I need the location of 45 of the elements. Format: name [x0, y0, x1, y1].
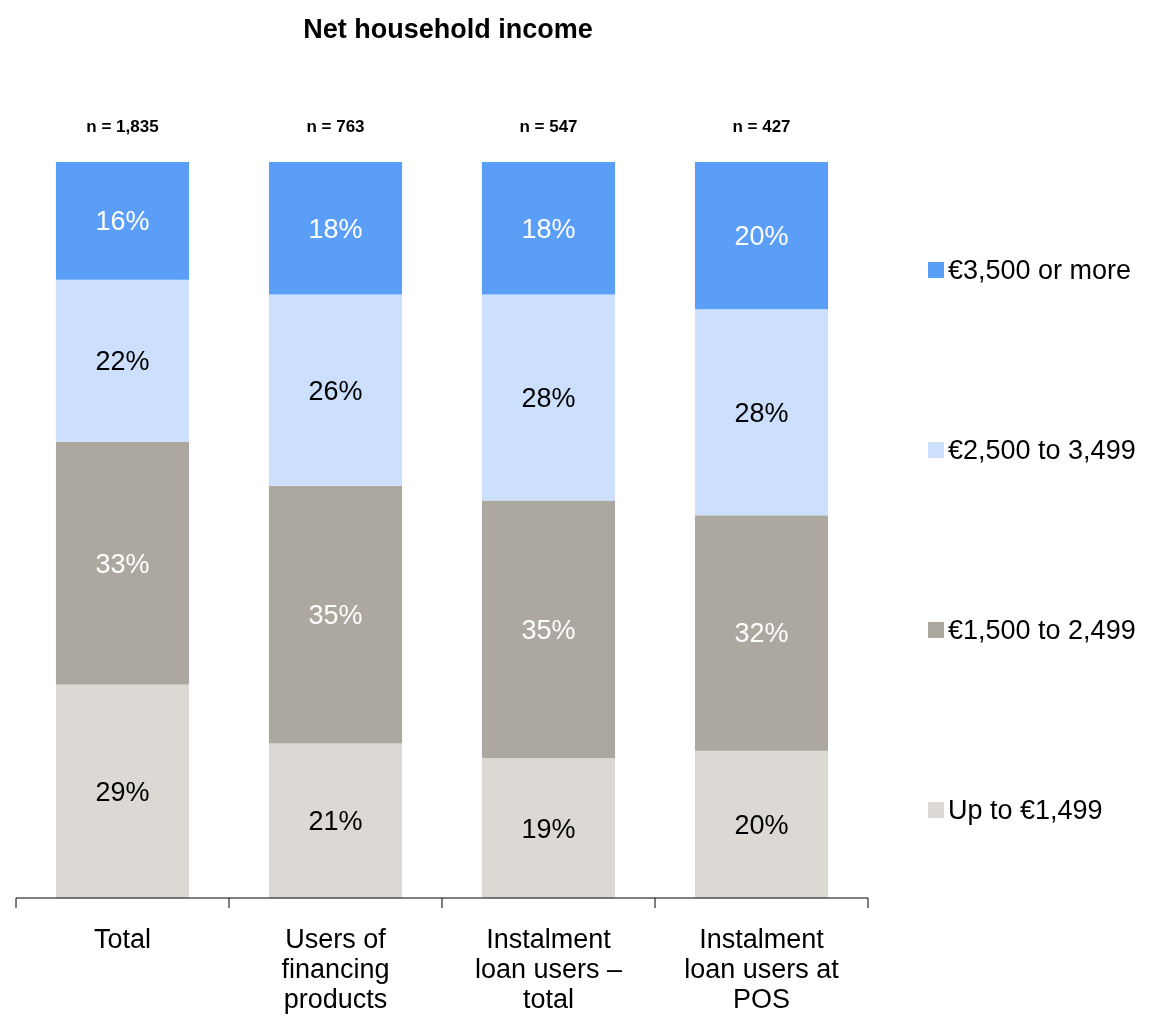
bar	[268, 485, 403, 744]
bar	[481, 294, 616, 501]
data-label: 22%	[95, 346, 150, 377]
bar	[55, 441, 190, 685]
data-label: 20%	[734, 221, 789, 252]
bar	[694, 515, 829, 751]
bar	[694, 309, 829, 516]
bar	[481, 500, 616, 759]
bar	[694, 162, 829, 310]
bar	[481, 758, 616, 898]
text: n = 427	[732, 117, 791, 136]
legend-label: €3,500 or more	[948, 255, 1132, 286]
bar	[481, 162, 616, 295]
bar	[268, 743, 403, 898]
data-label: 19%	[521, 813, 576, 844]
chart-title: Net household income	[303, 14, 593, 44]
bar	[55, 162, 190, 280]
bar	[694, 750, 829, 898]
data-label: 33%	[95, 548, 150, 579]
data-label: 28%	[734, 397, 789, 428]
bar	[55, 279, 190, 442]
x-tick-label: Users of financing products	[281, 924, 390, 1014]
text: n = 763	[306, 117, 365, 136]
x-tick-label: Instalment loan users – total	[474, 924, 623, 1014]
data-label: 35%	[308, 600, 363, 631]
legend-label: Up to €1,499	[948, 795, 1103, 826]
data-label: 18%	[308, 213, 363, 244]
data-label: 21%	[308, 806, 363, 837]
text: n = 1,835	[86, 117, 159, 136]
data-label: 26%	[308, 375, 363, 406]
data-label: 35%	[521, 614, 576, 645]
x-tick-label: Instalment loan users at POS	[684, 924, 840, 1014]
data-label: 29%	[95, 776, 150, 807]
data-label: 20%	[734, 809, 789, 840]
bar	[268, 162, 403, 295]
bar	[268, 294, 403, 486]
data-label: 16%	[95, 206, 150, 237]
legend-label: €1,500 to 2,499	[948, 615, 1136, 646]
data-label: 18%	[521, 213, 576, 244]
text: n = 547	[519, 117, 578, 136]
data-label: 28%	[521, 382, 576, 413]
data-label: 32%	[734, 618, 789, 649]
legend-label: €2,500 to 3,499	[948, 435, 1136, 466]
bar	[55, 684, 190, 898]
x-tick-label: Total	[93, 924, 152, 954]
